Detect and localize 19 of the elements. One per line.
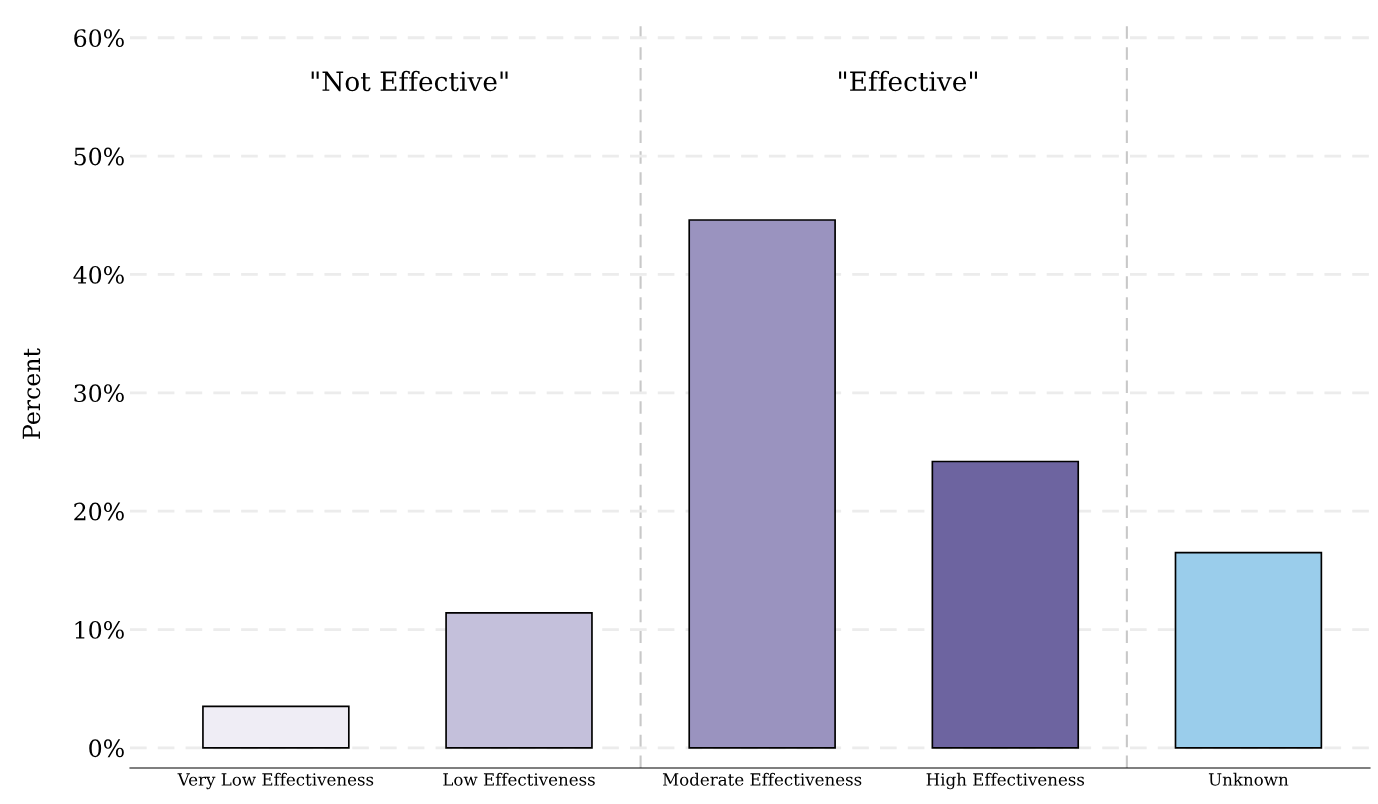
bar — [688, 219, 836, 749]
y-tick-label: 40% — [73, 265, 124, 284]
y-tick-label: 60% — [74, 29, 124, 48]
bar — [931, 460, 1080, 749]
bar — [1174, 551, 1323, 749]
y-tick-label: 10% — [75, 620, 124, 639]
y-tick-label: 20% — [74, 502, 124, 521]
annotation: "Not Effective" — [311, 70, 508, 92]
y-tick-label: 0% — [89, 739, 124, 758]
bar — [445, 612, 593, 749]
x-tick-label: High Effectiveness — [926, 772, 1085, 790]
x-tick-label: Low Effectiveness — [443, 772, 595, 786]
x-tick-label: Very Low Effectiveness — [177, 772, 374, 790]
annotation: "Effective" — [839, 70, 977, 92]
x-tick-label: Moderate Effectiveness — [662, 772, 862, 786]
y-axis-title: Percent — [22, 348, 41, 439]
x-tick-label: Unknown — [1208, 772, 1289, 786]
y-tick-label: 30% — [74, 384, 124, 403]
y-tick-label: 50% — [74, 147, 124, 166]
